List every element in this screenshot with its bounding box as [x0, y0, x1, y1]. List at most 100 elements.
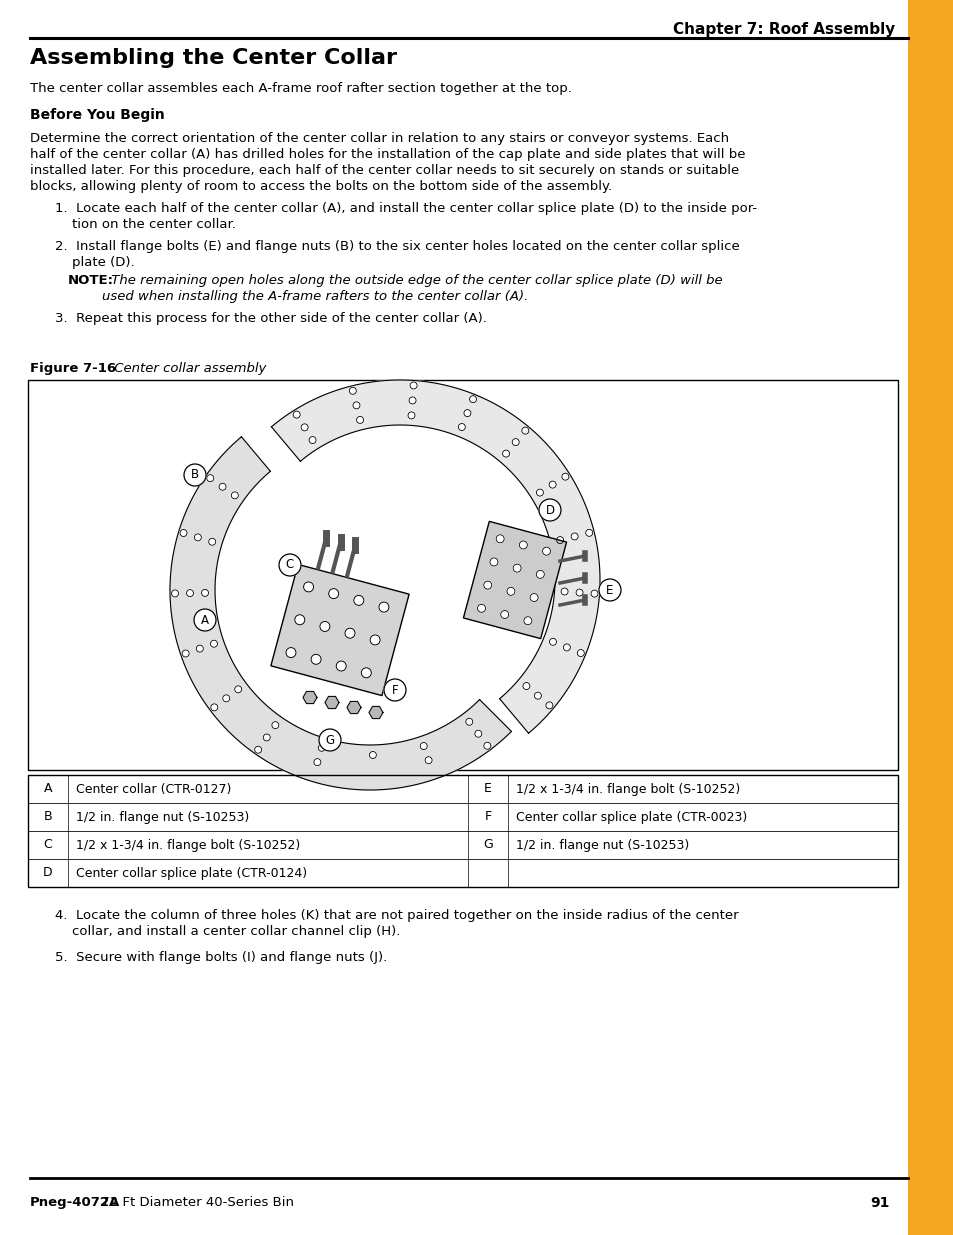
- Polygon shape: [170, 437, 511, 790]
- Circle shape: [303, 582, 314, 592]
- Text: B: B: [44, 810, 52, 824]
- Circle shape: [369, 751, 376, 758]
- Circle shape: [530, 594, 537, 601]
- Text: used when installing the A-frame rafters to the center collar (A).: used when installing the A-frame rafters…: [68, 290, 528, 303]
- Circle shape: [356, 416, 363, 424]
- Text: 1/2 in. flange nut (S-10253): 1/2 in. flange nut (S-10253): [516, 839, 688, 851]
- Circle shape: [457, 424, 465, 431]
- Circle shape: [361, 668, 371, 678]
- Circle shape: [483, 742, 491, 750]
- Circle shape: [222, 695, 230, 701]
- Circle shape: [598, 579, 620, 601]
- Bar: [28, 776, 897, 803]
- Text: F: F: [392, 683, 398, 697]
- Text: 1/2 x 1-3/4 in. flange bolt (S-10252): 1/2 x 1-3/4 in. flange bolt (S-10252): [516, 783, 740, 795]
- Circle shape: [184, 464, 206, 487]
- Polygon shape: [325, 697, 338, 709]
- Bar: [907, 0, 953, 1235]
- Circle shape: [556, 536, 563, 543]
- Circle shape: [545, 701, 553, 709]
- Text: A: A: [44, 783, 52, 795]
- Circle shape: [512, 438, 518, 446]
- Circle shape: [500, 610, 508, 619]
- Text: Center collar splice plate (CTR-0124): Center collar splice plate (CTR-0124): [76, 867, 307, 879]
- Circle shape: [318, 729, 340, 751]
- Text: installed later. For this procedure, each half of the center collar needs to sit: installed later. For this procedure, eac…: [30, 164, 739, 177]
- Circle shape: [521, 427, 528, 435]
- Circle shape: [319, 621, 330, 631]
- Circle shape: [286, 647, 295, 657]
- Circle shape: [345, 629, 355, 638]
- Text: 91: 91: [870, 1195, 889, 1210]
- Text: Figure 7-16: Figure 7-16: [30, 362, 116, 375]
- Text: 1.  Locate each half of the center collar (A), and install the center collar spl: 1. Locate each half of the center collar…: [55, 203, 757, 215]
- Bar: [28, 860, 897, 887]
- Circle shape: [560, 588, 567, 595]
- Polygon shape: [272, 380, 599, 734]
- Circle shape: [301, 424, 308, 431]
- Polygon shape: [369, 706, 382, 719]
- Text: tion on the center collar.: tion on the center collar.: [55, 219, 235, 231]
- Text: E: E: [606, 583, 613, 597]
- Circle shape: [187, 589, 193, 597]
- Circle shape: [542, 547, 550, 556]
- Circle shape: [294, 615, 304, 625]
- Circle shape: [469, 395, 476, 403]
- Circle shape: [549, 482, 556, 488]
- Text: G: G: [325, 734, 335, 746]
- Text: half of the center collar (A) has drilled holes for the installation of the cap : half of the center collar (A) has drille…: [30, 148, 744, 161]
- Circle shape: [477, 604, 485, 613]
- Bar: [28, 776, 897, 887]
- Circle shape: [293, 411, 300, 419]
- Circle shape: [425, 757, 432, 763]
- Text: G: G: [482, 839, 493, 851]
- Circle shape: [378, 603, 389, 613]
- Circle shape: [536, 489, 543, 496]
- Circle shape: [465, 719, 473, 725]
- Text: E: E: [483, 783, 492, 795]
- Text: C: C: [44, 839, 52, 851]
- Circle shape: [272, 721, 278, 729]
- Text: A: A: [201, 614, 209, 626]
- Circle shape: [193, 609, 215, 631]
- Circle shape: [278, 555, 301, 576]
- Circle shape: [196, 645, 203, 652]
- Circle shape: [370, 635, 379, 645]
- Circle shape: [577, 650, 583, 657]
- Polygon shape: [303, 692, 316, 704]
- Text: D: D: [43, 867, 52, 879]
- Circle shape: [182, 650, 189, 657]
- Circle shape: [483, 582, 491, 589]
- Text: Chapter 7: Roof Assembly: Chapter 7: Roof Assembly: [672, 22, 894, 37]
- Bar: [28, 831, 897, 860]
- Text: The remaining open holes along the outside edge of the center collar splice plat: The remaining open holes along the outsi…: [107, 274, 721, 287]
- Circle shape: [576, 589, 582, 597]
- Circle shape: [518, 541, 527, 550]
- Circle shape: [254, 746, 261, 753]
- Circle shape: [585, 530, 592, 536]
- Circle shape: [201, 589, 209, 597]
- Text: 1/2 x 1-3/4 in. flange bolt (S-10252): 1/2 x 1-3/4 in. flange bolt (S-10252): [76, 839, 300, 851]
- Circle shape: [354, 595, 363, 605]
- Circle shape: [496, 535, 503, 542]
- Circle shape: [314, 758, 320, 766]
- Circle shape: [490, 558, 497, 566]
- Circle shape: [353, 401, 359, 409]
- Circle shape: [309, 436, 315, 443]
- Circle shape: [209, 538, 215, 546]
- Circle shape: [475, 730, 481, 737]
- Text: Assembling the Center Collar: Assembling the Center Collar: [30, 48, 396, 68]
- Text: Center collar splice plate (CTR-0023): Center collar splice plate (CTR-0023): [516, 810, 746, 824]
- Polygon shape: [347, 701, 360, 714]
- Text: Determine the correct orientation of the center collar in relation to any stairs: Determine the correct orientation of the…: [30, 132, 728, 144]
- Circle shape: [311, 655, 321, 664]
- Circle shape: [536, 571, 544, 578]
- Text: Center collar assembly: Center collar assembly: [110, 362, 266, 375]
- Text: 2.  Install flange bolts (E) and flange nuts (B) to the six center holes located: 2. Install flange bolts (E) and flange n…: [55, 240, 739, 253]
- Bar: [271, 564, 409, 695]
- Bar: [463, 521, 566, 638]
- Text: 1/2 in. flange nut (S-10253): 1/2 in. flange nut (S-10253): [76, 810, 249, 824]
- Circle shape: [410, 382, 416, 389]
- Circle shape: [571, 534, 578, 540]
- Text: Center collar (CTR-0127): Center collar (CTR-0127): [76, 783, 232, 795]
